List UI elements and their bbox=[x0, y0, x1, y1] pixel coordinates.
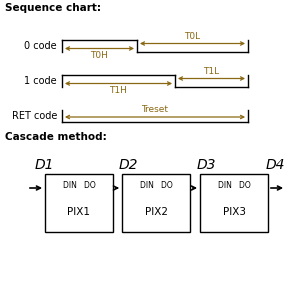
Text: D2: D2 bbox=[119, 158, 138, 172]
Text: D1: D1 bbox=[35, 158, 54, 172]
Text: Treset: Treset bbox=[141, 106, 169, 115]
Text: Cascade method:: Cascade method: bbox=[5, 132, 107, 142]
Bar bbox=[122, 174, 190, 232]
Text: Sequence chart:: Sequence chart: bbox=[5, 3, 101, 13]
Text: T1L: T1L bbox=[203, 67, 219, 76]
Text: RET code: RET code bbox=[12, 111, 57, 121]
Text: DIN   DO: DIN DO bbox=[140, 181, 172, 190]
Text: D4: D4 bbox=[266, 158, 286, 172]
Text: T0L: T0L bbox=[185, 32, 200, 41]
Text: DIN   DO: DIN DO bbox=[218, 181, 250, 190]
Bar bbox=[45, 174, 113, 232]
Text: T1H: T1H bbox=[110, 86, 127, 95]
Text: 1 code: 1 code bbox=[24, 76, 57, 86]
Text: PIX3: PIX3 bbox=[222, 207, 246, 217]
Bar bbox=[200, 174, 268, 232]
Text: D3: D3 bbox=[197, 158, 216, 172]
Text: PIX2: PIX2 bbox=[144, 207, 167, 217]
Text: T0H: T0H bbox=[91, 51, 108, 60]
Text: 0 code: 0 code bbox=[24, 41, 57, 51]
Text: PIX1: PIX1 bbox=[67, 207, 91, 217]
Text: DIN   DO: DIN DO bbox=[63, 181, 95, 190]
